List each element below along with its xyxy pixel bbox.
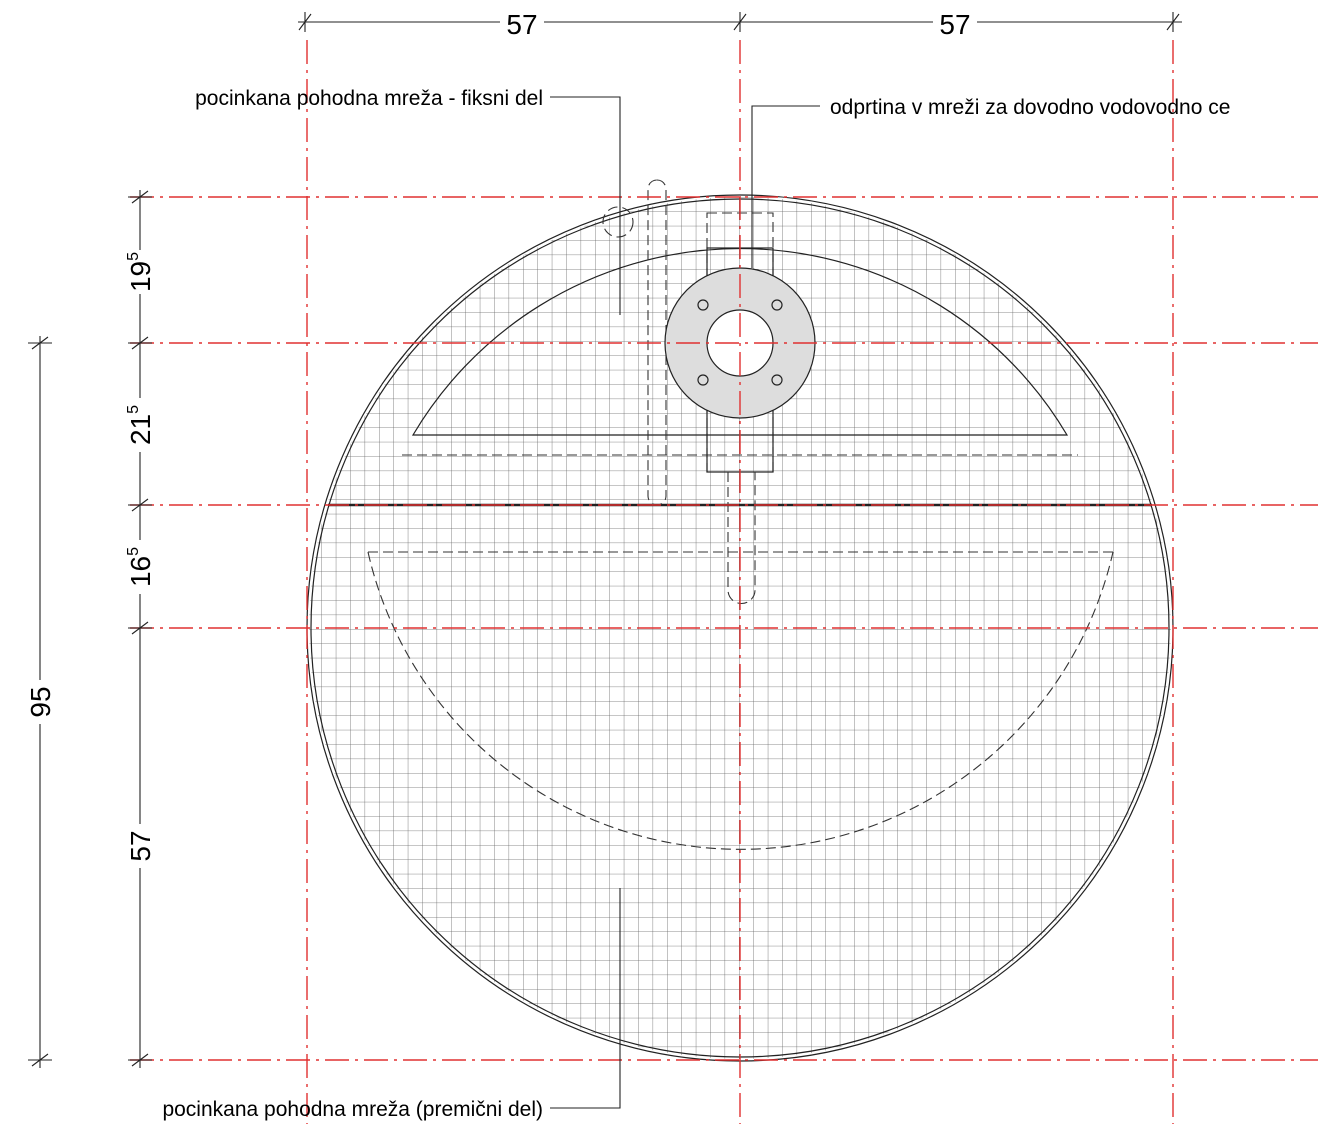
dim-top: 57 [939,9,970,40]
dim-left: 165 [125,547,156,587]
label: pocinkana pohodna mreža (premični del) [162,1098,543,1121]
dim-left: 195 [125,252,156,292]
dim-top: 57 [506,9,537,40]
dim-left: 215 [125,405,156,445]
axes [130,40,1318,1124]
dimension-texts: 57 57 195 215 165 57 95 [25,6,977,868]
dim-total: 95 [25,686,56,717]
label: pocinkana pohodna mreža - fiksni del [195,87,543,110]
label: odprtina v mreži za dovodno vodovodno ce [830,96,1230,119]
dim-left: 57 [125,830,156,861]
labels: pocinkana pohodna mreža - fiksni del odp… [162,87,1230,1121]
